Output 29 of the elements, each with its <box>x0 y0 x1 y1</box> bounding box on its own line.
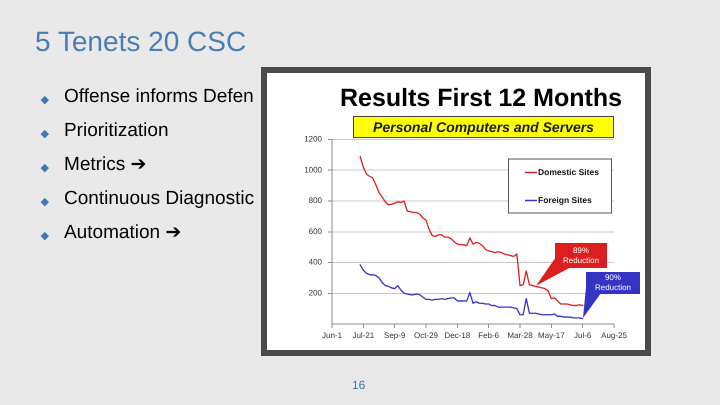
x-tick-label: May-17 <box>538 331 566 340</box>
annotation: 90% Reduction <box>589 273 637 293</box>
text: Prioritization <box>64 120 169 142</box>
x-tick-label: Feb-6 <box>478 331 500 340</box>
y-tick-label: 800 <box>308 196 323 206</box>
text: Automation ➔ <box>64 222 182 244</box>
x-tick-label: Dec-18 <box>444 331 471 340</box>
text: Offense informs Defen <box>64 86 254 108</box>
y-tick-label: 1200 <box>304 134 323 144</box>
x-tick-label: Jul-21 <box>352 331 375 340</box>
y-tick-label: 600 <box>308 226 323 236</box>
x-tick-label: Sep-9 <box>384 331 406 340</box>
x-tick-label: Aug-25 <box>601 331 628 340</box>
x-tick-label: Jun-1 <box>322 331 343 340</box>
y-tick-label: 200 <box>308 288 323 298</box>
legend-label: Foreign Sites <box>538 194 592 205</box>
y-tick-label: 1000 <box>304 165 323 174</box>
text: 5 Tenets 20 CSC <box>35 26 246 57</box>
text: Metrics ➔ <box>64 154 146 176</box>
y-tick-label: 400 <box>308 258 323 267</box>
x-tick-label: Oct-29 <box>414 331 439 340</box>
annotation: 89% Reduction <box>558 246 604 266</box>
chart-title: Results First 12 Months <box>340 84 622 112</box>
text: Continuous Diagnostic <box>64 188 254 210</box>
chart-subtitle: Personal Computers and Servers <box>353 116 614 138</box>
x-tick-label: Mar-28 <box>507 331 534 340</box>
text: 16 <box>352 378 366 392</box>
x-tick-label: Jul-6 <box>574 331 592 340</box>
legend-label: Domestic Sites <box>538 166 600 177</box>
